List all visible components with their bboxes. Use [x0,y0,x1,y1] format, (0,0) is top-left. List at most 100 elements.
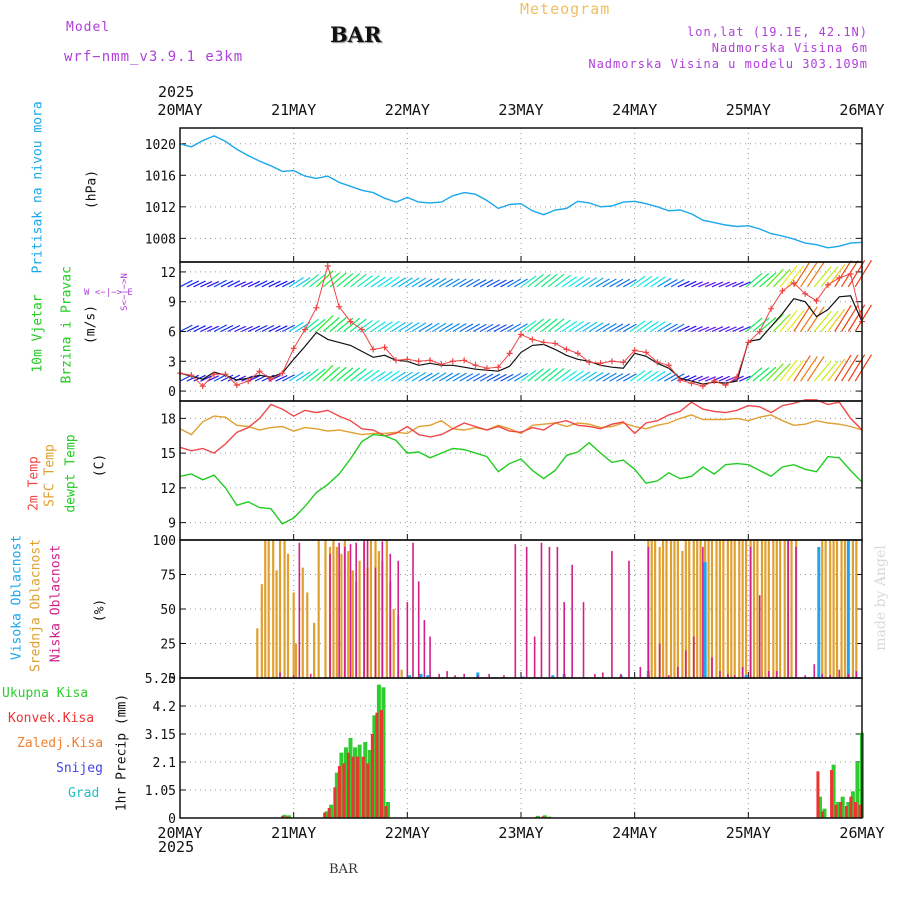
wind-vector [227,280,241,288]
wind-vector [207,280,220,288]
wind-vector [288,277,304,288]
wind-vector [459,373,474,382]
panel-frame [179,677,863,819]
wind-vector [282,324,295,333]
mid-cloud-bar [283,540,286,678]
low-cloud-bar [349,544,352,678]
wind-vector [527,368,544,382]
wind-vector [186,374,200,382]
wind-vector [459,278,474,288]
wind-vector [397,371,413,382]
wind-vector [466,278,481,288]
wind-vector [432,322,447,333]
mid-cloud-bar [665,540,668,678]
wind-vector [650,370,666,382]
y-tick-label: 1.05 [145,784,176,799]
wind-vector [268,325,281,333]
wind-vector [718,281,730,288]
wind-vector [350,273,367,288]
mid-cloud-bar [715,540,718,678]
convective-precip-bar [327,807,331,818]
wind-gust-marker [461,357,468,364]
low-cloud-bar [611,551,613,678]
wind-vector [663,373,678,382]
wind-vector [670,278,685,288]
wind-vector [275,374,288,382]
wind-vector [800,261,818,288]
mid-cloud-bar [752,540,756,678]
mid-cloud-bar [783,540,786,678]
wind-vector [561,370,578,382]
wind-vector [384,320,400,332]
wind-vector [302,274,319,288]
wind-vector [609,323,624,333]
mid-cloud-bar [317,540,320,678]
mid-cloud-bar [730,540,733,678]
low-cloud-bar [821,673,824,678]
total-precip-bar [343,747,348,818]
wind-vector [595,323,610,333]
wind-vector [356,369,373,382]
wind-vector [752,317,770,332]
wind-vector [772,363,791,382]
y-tick-label: 2.1 [153,756,176,771]
pressure-line [179,135,863,249]
low-cloud-bar [658,643,661,678]
wind-vector [282,279,295,288]
high-cloud-bar [744,675,748,678]
wind-vector [247,325,261,333]
wind-vector [309,274,326,288]
wind-vector [732,325,744,333]
wind-vector [452,323,467,333]
low-cloud-bar [344,546,346,678]
wind-vector [834,304,852,332]
wind-vector [547,273,565,288]
low-cloud-bar [363,540,365,678]
wind-gust-marker [699,383,706,390]
wind-vector [657,277,672,288]
y-tick-label: 1008 [145,232,176,247]
wind-gust-marker [756,328,763,335]
wind-vector [752,272,770,288]
legend-snow: Snijeg [56,761,103,776]
wind-vector [629,275,646,288]
low-cloud-bar [488,673,490,678]
convective-precip-bar [356,756,360,818]
wind-vector [350,368,367,382]
wind-vector [711,281,724,288]
low-cloud-bar [667,675,670,678]
wind-vector [220,374,234,382]
low-cloud-bar [702,546,704,678]
wind-vector [302,368,319,382]
mid-cloud-bar [267,540,270,678]
convective-precip-bar [379,710,383,818]
wind-vector [677,325,690,333]
wind-gust-marker [586,359,593,366]
wind-vector [363,275,380,288]
wind-vector [595,372,610,382]
day-label-bottom: 22MAY [385,824,430,842]
wind-gust-marker [347,318,354,325]
wind-vector [445,372,460,382]
wind-gust-marker [654,359,661,366]
wind-vector [425,322,440,333]
wind-vector [397,277,413,288]
wind-vector [213,374,227,382]
wind-vector [336,367,354,382]
day-label-top: 25MAY [726,101,771,119]
mid-cloud-bar [351,570,354,678]
low-cloud-bar [855,671,858,678]
mid-cloud-bar [392,609,395,678]
wind-gust-marker [688,380,695,387]
low-cloud-bar [847,673,850,678]
wind-vector [841,354,859,382]
wind-vector [588,322,604,333]
high-cloud-bar [703,562,707,678]
low-cloud-bar [804,675,806,678]
convective-precip-bar [839,802,843,818]
wind-gust-marker [302,326,309,333]
mid-cloud-bar [855,540,858,678]
y-tick-label: 1012 [145,201,176,216]
low-cloud-bar [446,671,448,678]
wind-vector [623,373,637,382]
